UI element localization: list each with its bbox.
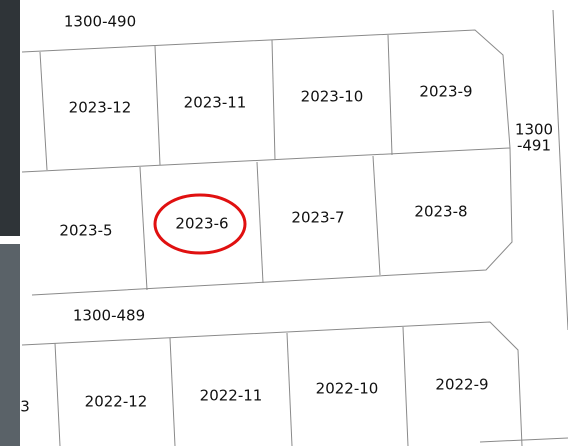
lot-label: 2023-6 [175, 215, 228, 233]
road-label: 1300-489 [73, 307, 145, 325]
lot-label: 2023-7 [291, 209, 344, 227]
road-label: 1300-490 [64, 13, 136, 31]
lot-label: 2022-9 [435, 376, 488, 394]
lot-label: 2023-11 [184, 94, 247, 112]
lot-label: 2023-10 [301, 88, 364, 106]
lot-label: 3 [20, 398, 30, 416]
lot-label: 2022-11 [200, 387, 263, 405]
road-label: -491 [517, 137, 551, 155]
photo-strip [0, 244, 20, 446]
photo-strip [0, 0, 20, 236]
map: 1300-490 1300 -491 1300-489 2023-12 2023… [0, 0, 568, 446]
lot-label: 2023-12 [69, 99, 132, 117]
lot-label: 2023-8 [414, 203, 467, 221]
lot-label: 2023-5 [59, 222, 112, 240]
lot-label: 2022-12 [85, 393, 148, 411]
lot-label: 2023-9 [419, 83, 472, 101]
lot-label: 2022-10 [316, 380, 379, 398]
